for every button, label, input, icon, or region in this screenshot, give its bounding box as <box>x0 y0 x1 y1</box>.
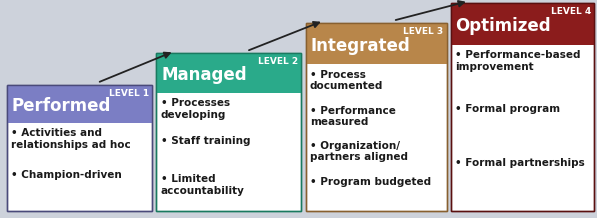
Bar <box>306 23 447 211</box>
Bar <box>156 53 301 211</box>
Text: Optimized: Optimized <box>456 17 551 35</box>
Text: • Process
documented: • Process documented <box>310 70 383 91</box>
Text: Performed: Performed <box>12 97 111 115</box>
Text: LEVEL 2: LEVEL 2 <box>259 57 298 66</box>
Text: Integrated: Integrated <box>310 37 410 55</box>
Text: • Performance-based
improvement: • Performance-based improvement <box>455 50 580 72</box>
Bar <box>156 53 301 93</box>
Text: • Limited
accountability: • Limited accountability <box>161 174 244 196</box>
Bar <box>451 3 594 211</box>
Text: • Formal partnerships: • Formal partnerships <box>455 158 584 169</box>
Text: • Staff training: • Staff training <box>161 136 250 146</box>
Bar <box>7 85 152 211</box>
Bar <box>7 85 152 123</box>
Text: • Activities and
relationships ad hoc: • Activities and relationships ad hoc <box>11 128 131 150</box>
Bar <box>451 3 594 45</box>
Text: Managed: Managed <box>161 66 247 84</box>
Bar <box>306 23 447 64</box>
Text: LEVEL 4: LEVEL 4 <box>551 7 591 16</box>
Bar <box>7 85 152 211</box>
Bar <box>306 23 447 211</box>
Text: • Formal program: • Formal program <box>455 104 560 114</box>
Text: LEVEL 1: LEVEL 1 <box>109 89 149 98</box>
Bar <box>451 3 594 211</box>
Text: • Processes
developing: • Processes developing <box>161 98 230 119</box>
Text: • Program budgeted: • Program budgeted <box>310 177 431 187</box>
Bar <box>156 53 301 211</box>
Text: • Performance
measured: • Performance measured <box>310 106 396 127</box>
Text: LEVEL 3: LEVEL 3 <box>404 27 444 36</box>
Text: • Organization/
partners aligned: • Organization/ partners aligned <box>310 141 408 162</box>
Text: • Champion-driven: • Champion-driven <box>11 170 122 181</box>
